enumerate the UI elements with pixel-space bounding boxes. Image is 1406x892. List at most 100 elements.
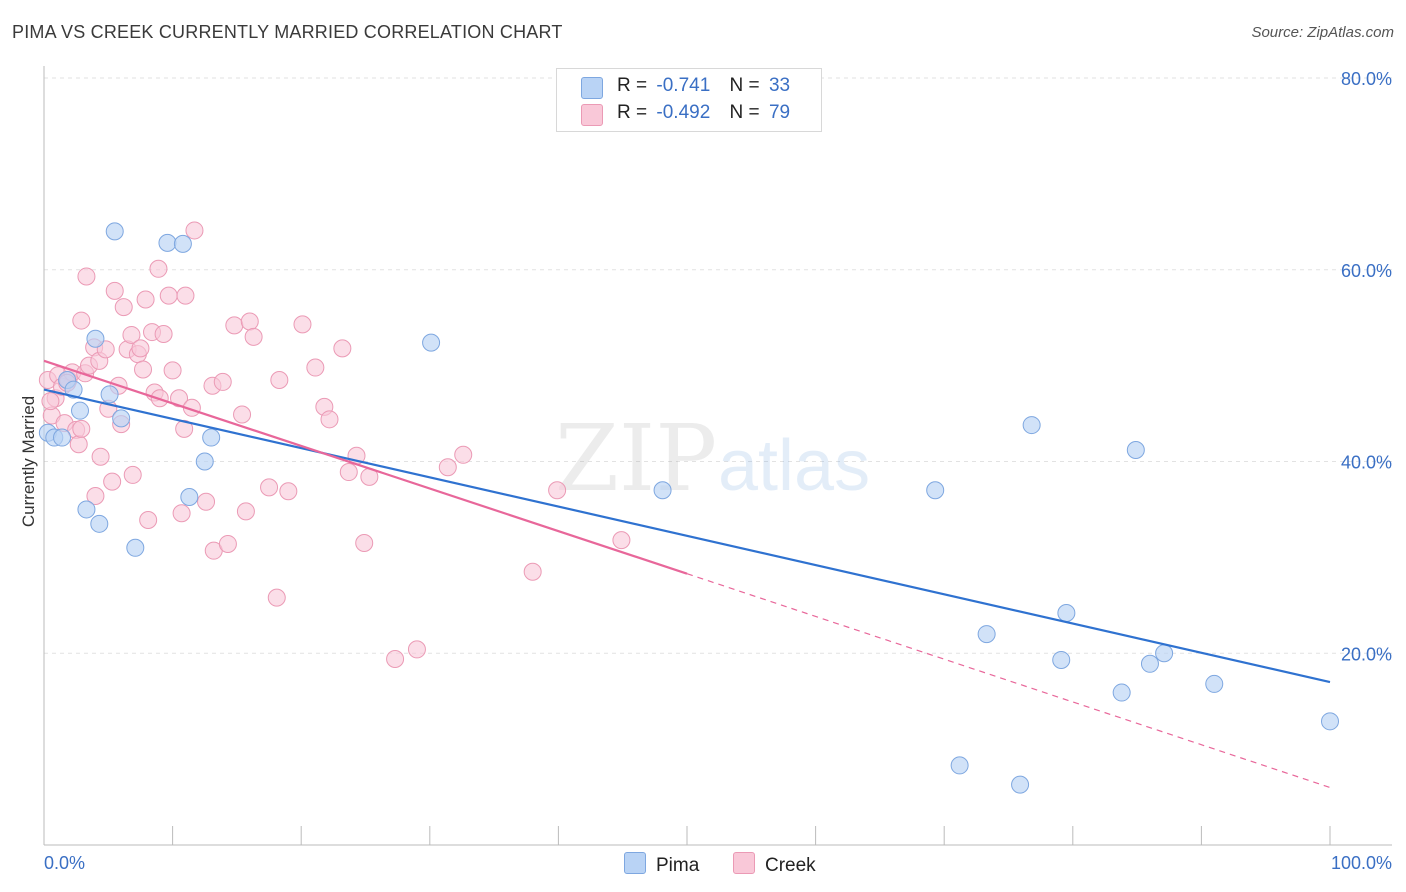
- creek-point: [134, 360, 153, 379]
- creek-point: [149, 259, 168, 278]
- creek-point: [213, 372, 232, 391]
- creek-r-value: -0.492: [656, 102, 711, 123]
- pima-r-label: R =: [617, 75, 648, 96]
- y-tick-label: 20.0%: [1341, 644, 1392, 664]
- pima-point: [100, 385, 119, 404]
- pima-point: [64, 380, 83, 399]
- creek-point: [438, 458, 457, 477]
- creek-point: [454, 445, 473, 464]
- pima-point: [71, 401, 90, 420]
- bottom-legend-pima: Pima: [624, 852, 699, 877]
- creek-point: [197, 492, 216, 511]
- creek-point: [72, 419, 91, 438]
- pima-n-value: 33: [768, 75, 791, 96]
- pima-legend-swatch: [624, 852, 646, 874]
- creek-point: [86, 487, 105, 506]
- y-tick-label: 80.0%: [1341, 69, 1392, 89]
- pima-point: [1205, 674, 1224, 693]
- pima-point: [112, 409, 131, 428]
- creek-point: [233, 405, 252, 424]
- pima-point: [1011, 775, 1030, 794]
- creek-point: [123, 465, 142, 484]
- pima-point: [202, 428, 221, 447]
- pima-r-value: -0.741: [656, 75, 711, 96]
- y-tick-label: 60.0%: [1341, 261, 1392, 281]
- creek-point: [279, 482, 298, 501]
- creek-point: [407, 640, 426, 659]
- pima-point: [1112, 683, 1131, 702]
- creek-point: [114, 298, 133, 317]
- axes: [43, 66, 1392, 846]
- watermark: ZIP atlas: [555, 405, 870, 512]
- pima-point: [126, 538, 145, 557]
- watermark-atlas: atlas: [718, 426, 870, 506]
- creek-point: [41, 392, 60, 411]
- creek-point: [122, 325, 141, 344]
- pima-point: [105, 222, 124, 241]
- pima-point: [1052, 650, 1071, 669]
- creek-trend-extension: [686, 573, 1331, 789]
- pima-point: [195, 452, 214, 471]
- creek-point: [163, 361, 182, 380]
- creek-point: [139, 510, 158, 529]
- creek-point: [548, 481, 567, 500]
- creek-point: [136, 290, 155, 309]
- creek-point: [333, 339, 352, 358]
- creek-swatch: [581, 104, 603, 126]
- pima-point: [926, 481, 945, 500]
- pima-point: [1140, 654, 1159, 673]
- pima-trend-line: [43, 388, 1331, 684]
- trend-lines: [43, 359, 1331, 789]
- pima-point: [90, 514, 109, 533]
- axis-labels: 20.0% 40.0% 60.0% 80.0% 0.0% 100.0% Currently …: [19, 69, 1392, 873]
- creek-point: [244, 327, 263, 346]
- creek-point: [77, 267, 96, 286]
- watermark-zip: ZIP: [555, 405, 717, 512]
- pima-swatch: [581, 77, 603, 99]
- creek-point: [612, 531, 631, 550]
- pima-point: [86, 329, 105, 348]
- creek-legend-swatch: [733, 852, 755, 874]
- pima-point: [53, 428, 72, 447]
- creek-point: [320, 410, 339, 429]
- creek-n-value: 79: [768, 102, 791, 123]
- creek-point: [523, 562, 542, 581]
- y-tick-label: 40.0%: [1341, 453, 1392, 473]
- creek-point: [176, 286, 195, 305]
- x-tick-label-max: 100.0%: [1331, 853, 1392, 873]
- creek-point: [270, 371, 289, 390]
- creek-legend-label: Creek: [765, 855, 816, 876]
- creek-point: [267, 588, 286, 607]
- creek-points: [38, 221, 631, 669]
- creek-n-label: N =: [729, 102, 760, 123]
- y-axis-label: Currently Married: [19, 396, 38, 527]
- grid-lines: [44, 77, 1392, 654]
- pima-point: [180, 487, 199, 506]
- pima-point: [77, 500, 96, 519]
- creek-point: [240, 312, 259, 331]
- creek-point: [236, 502, 255, 521]
- creek-r-label: R =: [617, 102, 648, 123]
- pima-point: [422, 333, 441, 352]
- pima-point: [1022, 416, 1041, 435]
- pima-point: [653, 481, 672, 500]
- pima-point: [158, 233, 177, 252]
- creek-point: [72, 311, 91, 330]
- x-tick-label-min: 0.0%: [44, 853, 85, 873]
- creek-point: [260, 478, 279, 497]
- pima-points: [38, 222, 1339, 794]
- creek-point: [105, 281, 124, 300]
- pima-point: [173, 234, 192, 253]
- pima-legend-label: Pima: [656, 855, 700, 876]
- creek-point: [225, 316, 244, 335]
- source-label: Source: ZipAtlas.com: [1251, 24, 1394, 41]
- pima-point: [1155, 644, 1174, 663]
- pima-point: [1126, 440, 1145, 459]
- creek-point: [154, 324, 173, 343]
- pima-point: [950, 756, 969, 775]
- creek-point: [172, 504, 191, 523]
- creek-point: [386, 650, 405, 669]
- creek-point: [293, 315, 312, 334]
- creek-trend-line: [43, 359, 688, 575]
